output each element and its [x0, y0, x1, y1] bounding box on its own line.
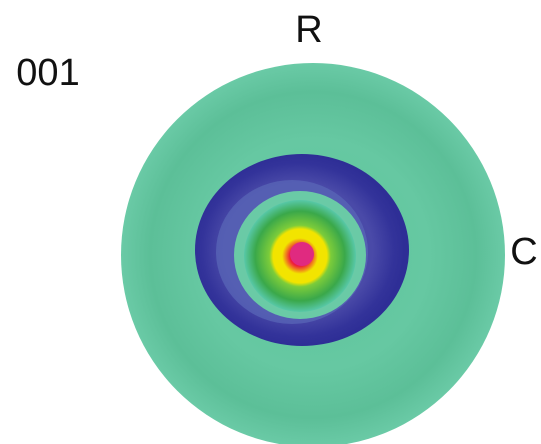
right-label: C [510, 231, 537, 273]
top-label: R [295, 9, 322, 51]
id-label: 001 [16, 52, 79, 94]
map-view: 001 R C [0, 0, 541, 444]
page: 001 R C (() => { const data = JSON.parse… [0, 0, 541, 444]
center-spot [290, 242, 314, 266]
